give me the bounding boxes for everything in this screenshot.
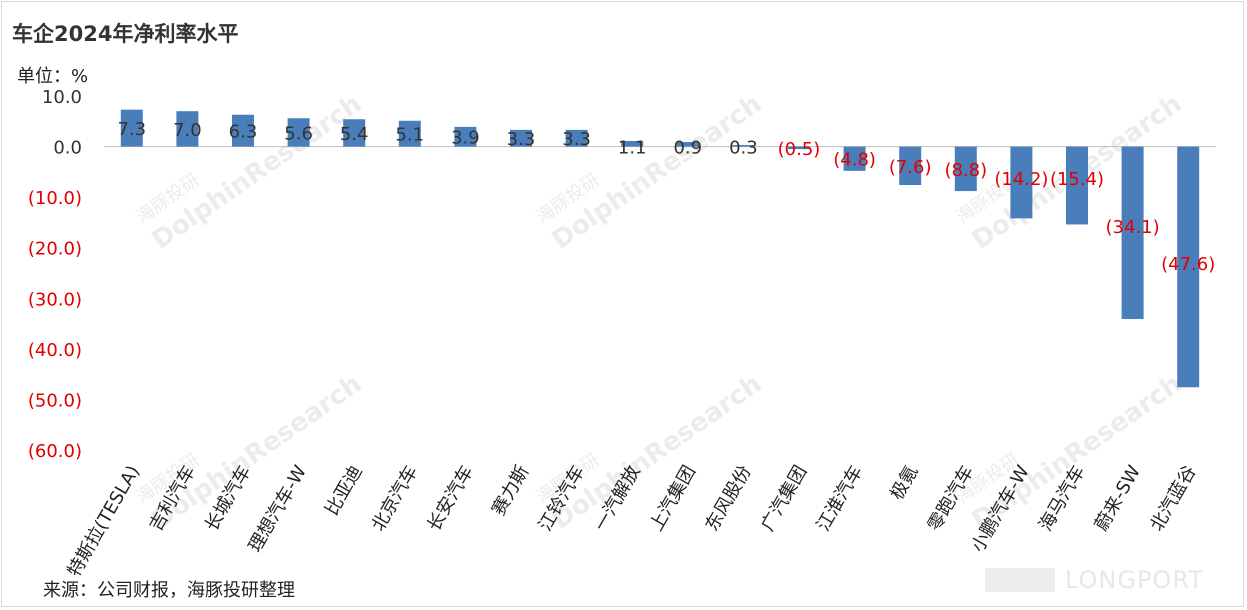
data-label: 0.3 [729, 138, 758, 159]
data-label: 6.3 [229, 122, 258, 143]
y-tick-label: (20.0) [28, 239, 82, 260]
longport-logo-icon [985, 568, 1055, 592]
bar [1121, 146, 1144, 320]
bar [120, 109, 143, 147]
data-label: 3.3 [562, 129, 591, 150]
x-tick-label: 东风股份 [702, 462, 756, 535]
y-tick-label: (10.0) [28, 188, 82, 209]
bar [1066, 146, 1088, 225]
x-tick-label: 理想汽车-W [245, 462, 311, 556]
bar [676, 142, 699, 147]
y-tick-label: 0.0 [53, 138, 82, 159]
x-tick-label: 比亚迪 [321, 462, 366, 519]
x-tick-label: 长安汽车 [424, 462, 478, 535]
data-label: (15.4) [1050, 169, 1104, 190]
data-labels-group: 7.3 7.0 6.3 5.6 5.4 5.1 3.9 3.3 3.3 1.1 0.9 0.3 (0.5… [117, 119, 1215, 275]
data-label: 7.3 [117, 119, 146, 140]
y-tick-label: (50.0) [28, 390, 82, 411]
bar [732, 145, 755, 147]
bar [343, 119, 366, 147]
y-tick-label: (30.0) [28, 289, 82, 310]
data-label: (14.2) [994, 169, 1048, 190]
source-note: 来源：公司财报，海豚投研整理 [43, 580, 295, 601]
bars-group [120, 109, 1200, 388]
x-tick-label: 赛力斯 [488, 462, 533, 519]
data-label: (7.6) [889, 157, 932, 178]
x-tick-label: 极氪 [886, 462, 922, 504]
y-tick-label: 10.0 [42, 87, 82, 108]
x-tick-label: 江淮汽车 [813, 462, 867, 535]
data-label: (4.8) [833, 150, 876, 171]
data-label: 5.6 [284, 123, 313, 144]
longport-text: LONGPORT [1065, 566, 1204, 594]
x-tick-label: 广汽集团 [757, 462, 811, 535]
chart-title: 车企2024年净利率水平 [12, 22, 239, 46]
bar [287, 118, 310, 147]
bar [899, 146, 922, 186]
watermark-en: DolphinResearch [547, 89, 767, 256]
bar [510, 129, 532, 147]
x-tick-label: 特斯拉(TESLA) [64, 462, 144, 580]
y-axis: 10.0 0.0 (10.0) (20.0) (30.0) (40.0) (50.0) (60… [28, 87, 82, 462]
bar [398, 120, 421, 147]
data-label: 5.4 [340, 124, 369, 145]
y-tick-label: (60.0) [28, 441, 82, 462]
y-tick-label: (40.0) [28, 340, 82, 361]
bar [454, 126, 477, 147]
bar [843, 146, 866, 171]
x-tick-label: 蔚来-SW [1091, 462, 1145, 535]
data-label: (8.8) [944, 160, 987, 181]
x-tick-label: 北京汽车 [368, 462, 422, 535]
bar [1177, 146, 1200, 388]
data-label: 3.9 [451, 128, 480, 149]
bar [788, 146, 810, 150]
data-label: 1.1 [618, 138, 647, 159]
bar [621, 141, 644, 147]
longport-watermark: LONGPORT [985, 566, 1204, 594]
data-label: 0.9 [673, 138, 702, 159]
data-label: 3.3 [507, 129, 536, 150]
data-label: 5.1 [395, 125, 424, 146]
data-label: 7.0 [173, 120, 202, 141]
bar [565, 129, 588, 147]
x-tick-label: 北汽蓝谷 [1146, 462, 1200, 535]
unit-label: 单位：% [17, 66, 89, 87]
x-tick-label: 上汽集团 [646, 462, 700, 535]
bar [1010, 146, 1033, 219]
data-label: (47.6) [1161, 254, 1215, 275]
bar [176, 111, 199, 147]
data-label: (34.1) [1106, 217, 1160, 238]
data-label: (0.5) [778, 139, 821, 160]
bar [232, 114, 254, 147]
bar [954, 146, 977, 192]
